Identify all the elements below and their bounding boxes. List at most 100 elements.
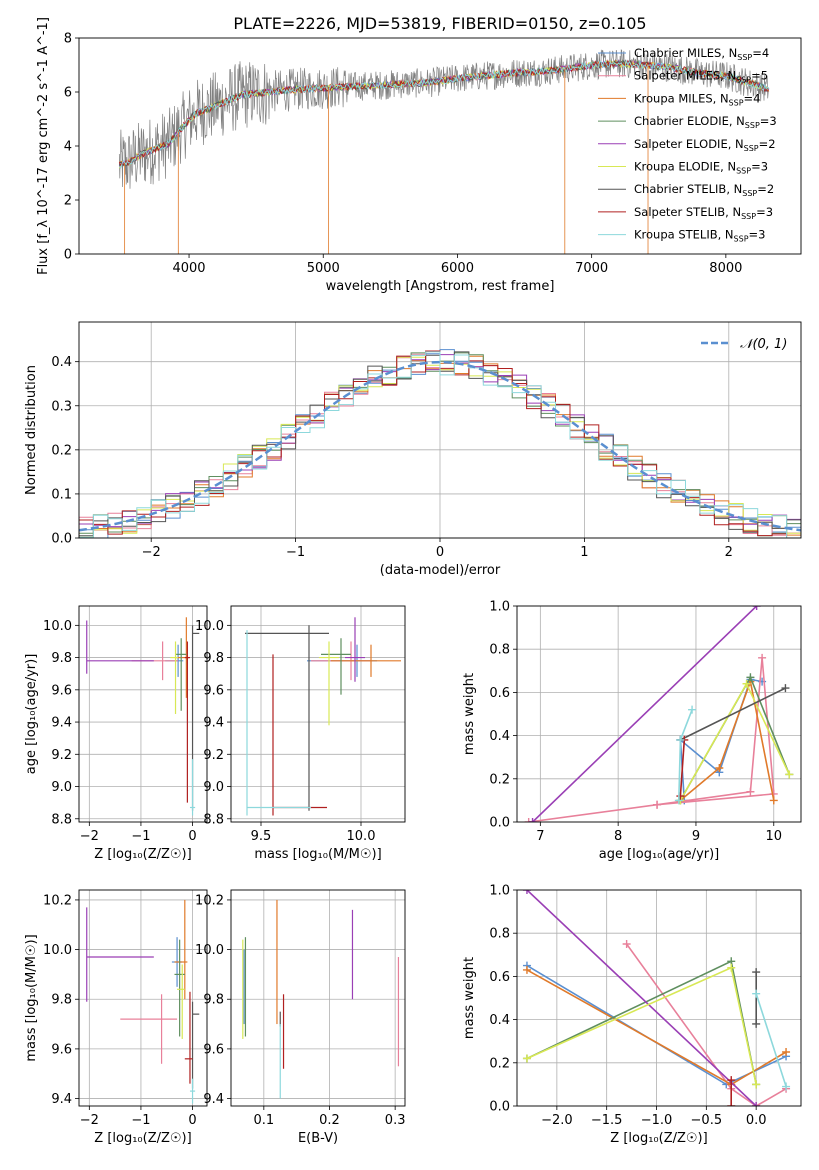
residual-histogram-panel: −2 −1 0 1 2 0.0 0.1 0.2 0.3 0.4 (data-model)/error… <box>24 321 802 578</box>
x-axis-label: age [log₁₀(age/yr)] <box>599 847 720 862</box>
axes-frame <box>230 605 406 823</box>
errorbar-salpeter-elodie <box>345 617 365 682</box>
legend-label-salpeter-stelib: Salpeter STELIB, NSSP=3 <box>634 205 773 221</box>
y-axis-label: age [log₁₀(age/yr)] <box>24 654 39 775</box>
weight-point <box>785 770 794 779</box>
legend-label-chabrier-stelib: Chabrier STELIB, NSSP=2 <box>634 182 774 198</box>
x-tick-label: −2.0 <box>541 1113 573 1128</box>
axes-frame <box>230 889 406 1107</box>
y-tick-label: 6 <box>64 86 72 101</box>
y-tick-label: 10.0 <box>195 943 224 958</box>
x-tick-label: −2 <box>80 1113 99 1128</box>
plot-area <box>245 617 401 816</box>
weight-point <box>758 653 767 662</box>
x-tick-label: −1.5 <box>591 1113 623 1128</box>
y-tick-label: 8.8 <box>51 812 72 827</box>
errorbar-kroupa-stelib <box>189 1078 196 1104</box>
weight-series-salpeter-miles <box>524 653 778 822</box>
y-tick-label: 0.3 <box>51 399 72 414</box>
weight-series-salpeter-stelib <box>727 1076 736 1106</box>
y-tick-label: 0.8 <box>489 643 510 658</box>
y-axis-label: Flux [f_λ 10^-17 erg cm^-2 s^-1 A^-1] <box>36 17 51 275</box>
y-tick-label: 8.8 <box>203 812 224 827</box>
errorbar-salpeter-stelib <box>272 654 327 816</box>
legend-label-salpeter-miles: Salpeter MILES, NSSP=5 <box>634 69 768 85</box>
x-tick-label: −0.5 <box>691 1113 723 1128</box>
y-tick-label: 10.2 <box>195 893 224 908</box>
weight-series-chabrier-stelib <box>676 684 790 744</box>
x-tick-label: 4000 <box>172 261 205 276</box>
plot-area <box>524 606 794 822</box>
y-tick-label: 9.6 <box>203 1042 224 1057</box>
weight-series-kroupa-stelib <box>674 705 697 805</box>
weight-point <box>674 796 683 805</box>
age-vs-mass-panel: 9.5 10.0 8.8 9.0 9.2 9.4 9.6 9.8 10.0 mass [log₁₀… <box>195 605 406 862</box>
observed-spectrum <box>118 49 770 189</box>
errorbar-salpeter-miles <box>120 994 178 1064</box>
axes-frame <box>78 889 208 1107</box>
axes-frame <box>78 37 802 255</box>
x-tick-label: 0.3 <box>385 1113 406 1128</box>
axes-frame <box>78 605 208 823</box>
y-axis-label: mass weight <box>462 957 477 1039</box>
weight-point <box>676 735 685 744</box>
y-tick-label: 9.0 <box>203 780 224 795</box>
weight-point <box>752 606 761 610</box>
errorbar-salpeter-elodie <box>86 907 154 1002</box>
y-tick-label: 0.6 <box>489 686 510 701</box>
x-tick-label: 10 <box>765 829 782 844</box>
x-axis-label: Z [log₁₀(Z/Z☉)] <box>94 847 191 862</box>
y-tick-label: 9.8 <box>203 651 224 666</box>
y-tick-label: 1.0 <box>489 600 510 615</box>
weight-point <box>622 940 631 948</box>
x-tick-label: 0.2 <box>319 1113 340 1128</box>
axes-frame <box>516 889 802 1107</box>
weight-point <box>522 1054 531 1063</box>
plot-area <box>86 899 200 1104</box>
weight-point <box>653 800 662 809</box>
errorbar-kroupa-elodie <box>319 641 339 726</box>
weight-series-salpeter-elodie <box>522 890 761 1106</box>
weight-vs-age-panel: 7 8 9 10 0.0 0.2 0.4 0.6 0.8 1.0 age [log₁₀(age/yr… <box>462 600 802 862</box>
legend-label-salpeter-elodie: Salpeter ELODIE, NSSP=2 <box>634 137 776 153</box>
x-tick-label: 8 <box>614 829 622 844</box>
x-tick-label: −1 <box>286 545 305 560</box>
figure-title: PLATE=2226, MJD=53819, FIBERID=0150, z=0… <box>233 14 646 33</box>
errorbar-kroupa-elodie <box>170 641 179 714</box>
y-axis-label: mass [log₁₀(M/M☉)] <box>24 934 39 1061</box>
y-tick-label: 0.0 <box>489 816 510 831</box>
plot-area <box>522 890 791 1106</box>
weight-point <box>752 989 761 998</box>
weight-point <box>715 764 724 772</box>
x-tick-label: 0.1 <box>253 1113 274 1128</box>
errorbar-kroupa-elodie <box>177 964 185 1039</box>
y-tick-label: 9.6 <box>203 683 224 698</box>
weight-point <box>688 705 697 714</box>
x-axis-label: Z [log₁₀(Z/Z☉)] <box>94 1131 191 1146</box>
weight-series-kroupa-elodie <box>676 679 794 805</box>
y-tick-label: 9.2 <box>203 748 224 763</box>
y-tick-label: 9.4 <box>203 716 224 731</box>
y-tick-label: 0.4 <box>51 355 72 370</box>
errorbar-kroupa-miles <box>331 644 401 677</box>
y-tick-label: 9.8 <box>203 993 224 1008</box>
x-tick-label: 1 <box>580 545 588 560</box>
weight-point <box>676 792 685 801</box>
histogram-kroupa-stelib <box>79 351 801 538</box>
spectrum-panel: 4000 5000 6000 7000 8000 0 2 4 6 8 wavelength [Ang… <box>36 17 802 294</box>
y-tick-label: 0.8 <box>489 927 510 942</box>
legend-label-chabrier-elodie: Chabrier ELODIE, NSSP=3 <box>634 114 777 130</box>
weight-point <box>752 1102 761 1106</box>
y-tick-label: 0.2 <box>489 1056 510 1071</box>
model-kroupa-stelib <box>119 59 770 169</box>
x-tick-label: 0 <box>188 829 196 844</box>
weight-point <box>742 679 751 688</box>
x-tick-label: −2 <box>142 545 161 560</box>
mass-vs-metallicity-panel: −2 −1 0 9.4 9.6 9.8 10.0 10.2 Z [log₁₀(Z/Z☉)] mas… <box>24 889 208 1146</box>
y-axis-label: mass weight <box>462 673 477 755</box>
weight-point <box>782 1048 791 1056</box>
weight-point <box>746 673 755 682</box>
x-tick-label: 7 <box>536 829 544 844</box>
y-tick-label: 0 <box>64 248 72 263</box>
